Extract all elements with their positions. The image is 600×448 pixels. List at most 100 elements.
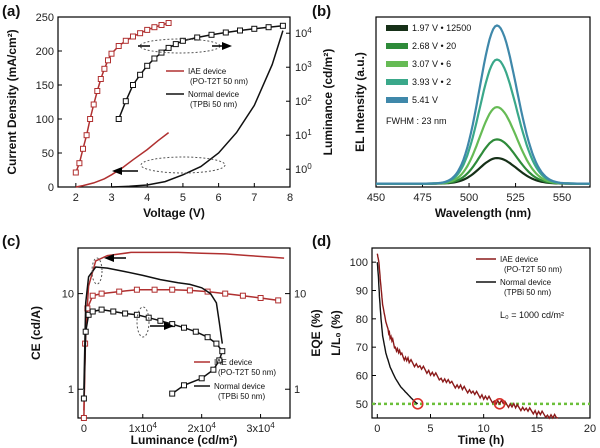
panel-a-legend-normal: Normal device: [188, 90, 240, 99]
panel-c-arrow-head-left: [104, 254, 114, 262]
panel-a-ytick-label: 100: [36, 114, 54, 126]
panel-c-series-3-point: [204, 334, 211, 341]
panel-b-legend-swatch-1: [386, 43, 408, 49]
panel-c-y2label: EQE (%): [309, 309, 323, 356]
panel-a-series-1-point: [130, 33, 136, 40]
panel-d-series-0: [376, 253, 559, 420]
panel-c-frame: [77, 247, 291, 419]
panel-b-legend-label-2: 3.07 V • 6: [412, 59, 451, 69]
panel-d-label: (d): [312, 233, 331, 250]
panel-d-ytick-label: 80: [356, 314, 368, 326]
panel-a-series-3-point: [130, 82, 136, 88]
panel-a-arrow-head-left: [112, 167, 122, 175]
panel-a-ytick-label: 150: [36, 80, 54, 92]
panel-a-series-1-point: [108, 50, 115, 57]
panel-a-highlight-bottom: [140, 156, 226, 174]
panel-a-y2tick-label: 100: [295, 162, 312, 176]
panel-c-series-3-point: [85, 311, 92, 318]
panel-a-y2label: Luminance (cd/m²): [321, 49, 335, 156]
panel-a-series-3-point: [144, 62, 151, 69]
panel-c-legend-iae: IAE device: [214, 358, 253, 367]
panel-a-arrow-head-right: [222, 42, 232, 50]
panel-c-highlight-bottom: [136, 306, 150, 338]
panel-a-series-2: [111, 30, 284, 188]
panel-c-series-1-point: [222, 290, 229, 297]
panel-c-series-3-point: [210, 366, 217, 373]
panel-a-ylabel: Current Density (mA/cm²): [5, 29, 19, 174]
panel-d-xtick-label: 15: [531, 423, 543, 435]
panel-a-xtick-label: 7: [251, 192, 257, 204]
panel-b-ticks: 450 475 500 525 550: [367, 183, 571, 204]
panel-c-xtick-label: 1x104: [129, 421, 158, 435]
panel-a-series-3-point: [165, 44, 172, 51]
panel-a-series-3-point: [137, 71, 144, 78]
panel-c-series-3-point: [157, 317, 164, 324]
panel-c-y2tick-label: 1: [294, 384, 300, 396]
panel-c-series-1-point: [275, 297, 282, 304]
panel-a-series-1-point: [115, 43, 122, 49]
panel-a-series-1-point: [122, 37, 129, 44]
panel-b-series: [376, 24, 590, 185]
panel-b-legend-label-4: 5.41 V: [412, 95, 438, 105]
panel-a-series-1-point: [97, 76, 104, 82]
panel-a-series-1-point: [105, 57, 111, 64]
panel-c-series-3-point: [80, 395, 87, 402]
panel-b-legend-label-0: 1.97 V • 12500: [412, 23, 471, 33]
panel-a-series-3-point: [265, 24, 272, 31]
panel-c-series-1-point: [80, 415, 87, 421]
panel-b-legend-swatch-4: [386, 97, 408, 103]
panel-b-series-4: [376, 24, 590, 185]
panel-c-series-3-point: [169, 390, 176, 397]
panel-b-label: (b): [312, 3, 331, 20]
panel-c-series-3-point: [181, 382, 187, 389]
panel-d-ytick-label: 90: [356, 286, 368, 298]
panel-a-ytick-label: 0: [48, 182, 54, 194]
panel-b-frame: [375, 16, 591, 188]
panel-a-series-1-point: [94, 88, 101, 94]
panel-a-xtick-label: 6: [216, 192, 222, 204]
panel-c-series-3-point: [198, 375, 205, 382]
panel-b-legend-swatch-3: [386, 79, 408, 85]
panel-c-series-1-point: [151, 286, 158, 293]
panel-b-xtick-label: 450: [367, 192, 385, 204]
panel-a-y2tick-label: 101: [295, 128, 312, 142]
panel-a-legend: IAE device (PO-T2T 50 nm) Normal device …: [166, 67, 248, 109]
panel-a-xlabel: Voltage (V): [143, 206, 205, 220]
panel-a-legend-iae-sub: (PO-T2T 50 nm): [190, 77, 248, 86]
panel-c-series-3-point: [82, 328, 89, 335]
panel-c-series-1-point: [257, 295, 264, 301]
panel-a-series-3-point: [279, 22, 286, 29]
panel-c-xtick-label: 3x104: [246, 421, 275, 435]
panel-c-xtick-label: 2x104: [188, 421, 217, 435]
panel-a-xtick-label: 4: [144, 192, 150, 204]
panel-a-y2tick-label: 102: [295, 94, 312, 108]
panel-d-ticks: 0 5 10 15 20 50 60 70 80 90 100: [350, 257, 596, 435]
panel-c-arrow-head-right: [164, 322, 174, 330]
panel-b-xlabel: Wavelength (nm): [435, 206, 531, 220]
panel-c-series-3-point: [89, 308, 96, 315]
panel-c-legend-iae-sub: (PO-T2T 50 nm): [218, 368, 276, 377]
panel-a-series-1-point: [151, 24, 158, 31]
panel-c-legend: IAE device (PO-T2T 50 nm) Normal device …: [194, 358, 276, 401]
panel-a-ytick-label: 50: [42, 148, 54, 160]
panel-b-legend-swatch-2: [386, 61, 408, 67]
panel-a-xtick-label: 8: [287, 192, 293, 204]
panel-c-series-3-point: [122, 310, 129, 317]
panel-c-series-2: [83, 266, 224, 390]
panel-d-series: [372, 253, 590, 420]
panel-a-series-3-point: [151, 55, 158, 62]
panel-c-xlabel: Luminance (cd/m²): [131, 433, 238, 447]
panel-b-xtick-label: 550: [553, 192, 571, 204]
panel-a-series-1-point: [137, 30, 144, 37]
panel-c-series-1-point: [186, 287, 193, 294]
panel-a-xtick-label: 3: [108, 192, 114, 204]
panel-c-series-3-point: [98, 306, 105, 313]
panel-a-series-3-point: [122, 98, 129, 105]
panel-c-series-1-point: [239, 292, 246, 299]
panel-b-legend-label-1: 2.68 V • 20: [412, 41, 456, 51]
panel-c-ticks: 0 1x104 2x104 3x104 1 10 1 10: [62, 289, 307, 435]
panel-c-label: (c): [2, 233, 20, 250]
panel-c-series-3-point: [219, 348, 226, 355]
panel-d-series-1: [376, 262, 419, 405]
